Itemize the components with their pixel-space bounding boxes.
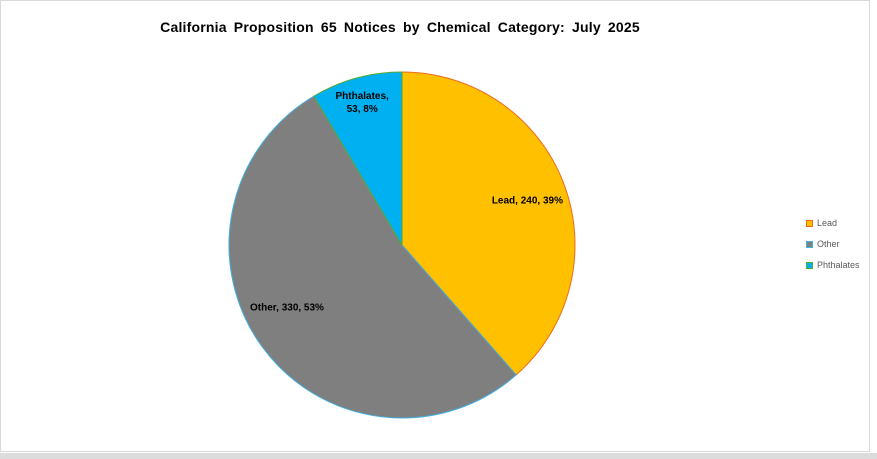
pie-chart	[228, 71, 576, 419]
pie-slice-lead[interactable]	[401, 71, 576, 376]
legend-label-lead: Lead	[817, 218, 838, 228]
legend-swatch-phthalates-icon	[806, 261, 813, 269]
window-edge	[0, 453, 877, 459]
legend-swatch-lead-icon	[806, 219, 813, 227]
legend-label-phthalates: Phthalates	[817, 260, 860, 270]
legend-item-other[interactable]: Other	[806, 237, 860, 251]
chart-title: California Proposition 65 Notices by Che…	[160, 19, 640, 35]
legend-item-lead[interactable]: Lead	[806, 216, 860, 230]
legend-swatch-other-icon	[806, 240, 813, 248]
pie-slice-phthalates[interactable]	[313, 71, 403, 247]
legend-item-phthalates[interactable]: Phthalates	[806, 258, 860, 272]
pie-slice-other[interactable]	[228, 95, 517, 419]
legend-label-other: Other	[817, 239, 840, 249]
legend: Lead Other Phthalates	[806, 216, 860, 272]
